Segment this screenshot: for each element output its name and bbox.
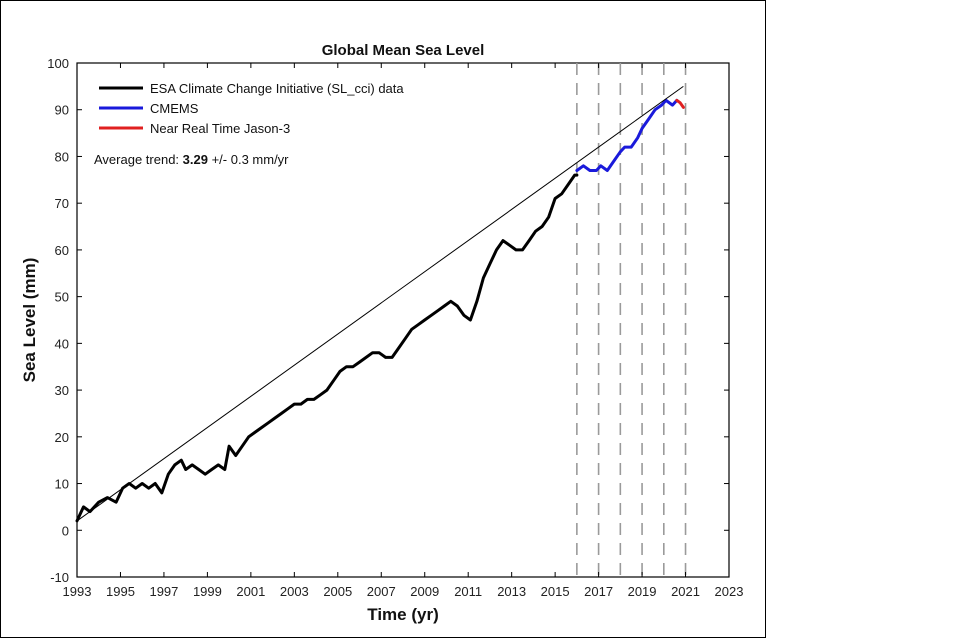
series-line-near-real-time-jason-3 [675,98,685,109]
x-tick-label: 2013 [497,584,526,599]
series-line-cmems [575,98,679,172]
x-tick-label: 2021 [671,584,700,599]
series-line-esa-climate-change-initiative-sl-cci-data [75,173,579,523]
trend-line [76,85,684,522]
x-tick-label: 2017 [584,584,613,599]
plot-area [76,62,730,578]
x-tick-label: 1999 [193,584,222,599]
sea-level-chart: Global Mean Sea Level Time (yr) Sea Leve… [20,42,744,624]
x-axis-title: Time (yr) [367,605,439,624]
average-trend-annotation: Average trend: 3.29 +/- 0.3 mm/yr [94,152,289,167]
trend-prefix: Average trend: [94,152,183,167]
x-axis-ticks: 1993 1995 1997 1999 2001 2003 2005 2007 2009 2011… [63,63,744,599]
chart-title: Global Mean Sea Level [322,42,485,59]
y-tick-label: 60 [55,243,69,258]
trend-suffix: +/- 0.3 mm/yr [208,152,289,167]
x-tick-label: 2015 [541,584,570,599]
x-tick-label: 2003 [280,584,309,599]
x-tick-label: 2011 [454,584,482,599]
x-tick-label: 2023 [715,584,744,599]
y-tick-label: 90 [55,103,69,118]
y-axis-title: Sea Level (mm) [20,258,39,383]
y-tick-label: 80 [55,149,69,164]
series-lines [75,85,685,523]
legend-label-jason3: Near Real Time Jason-3 [150,121,290,136]
x-tick-label: 1997 [149,584,178,599]
trend-value: 3.29 [183,152,208,167]
vertical-dashed-lines [576,63,687,577]
y-tick-label: 0 [62,523,69,538]
x-tick-label: 2007 [367,584,396,599]
legend-label-cmems: CMEMS [150,101,199,116]
legend-label-sl-cci: ESA Climate Change Initiative (SL_cci) d… [150,81,404,96]
y-tick-label: 10 [55,477,69,492]
y-tick-label: 30 [55,383,69,398]
y-tick-label: -10 [50,570,69,585]
y-tick-label: 50 [55,290,69,305]
y-tick-label: 40 [55,336,69,351]
y-axis-ticks: -10 0 10 20 30 40 50 60 70 80 90 100 [47,56,729,585]
y-tick-label: 20 [55,430,69,445]
legend: ESA Climate Change Initiative (SL_cci) d… [99,81,404,136]
figure-frame: Global Mean Sea Level Time (yr) Sea Leve… [0,0,766,638]
x-tick-label: 2019 [628,584,657,599]
x-tick-label: 2001 [236,584,265,599]
y-tick-label: 70 [55,196,69,211]
x-tick-label: 1993 [63,584,92,599]
x-tick-label: 2009 [410,584,439,599]
x-tick-label: 2005 [323,584,352,599]
x-tick-label: 1995 [106,584,135,599]
y-tick-label: 100 [47,56,69,71]
